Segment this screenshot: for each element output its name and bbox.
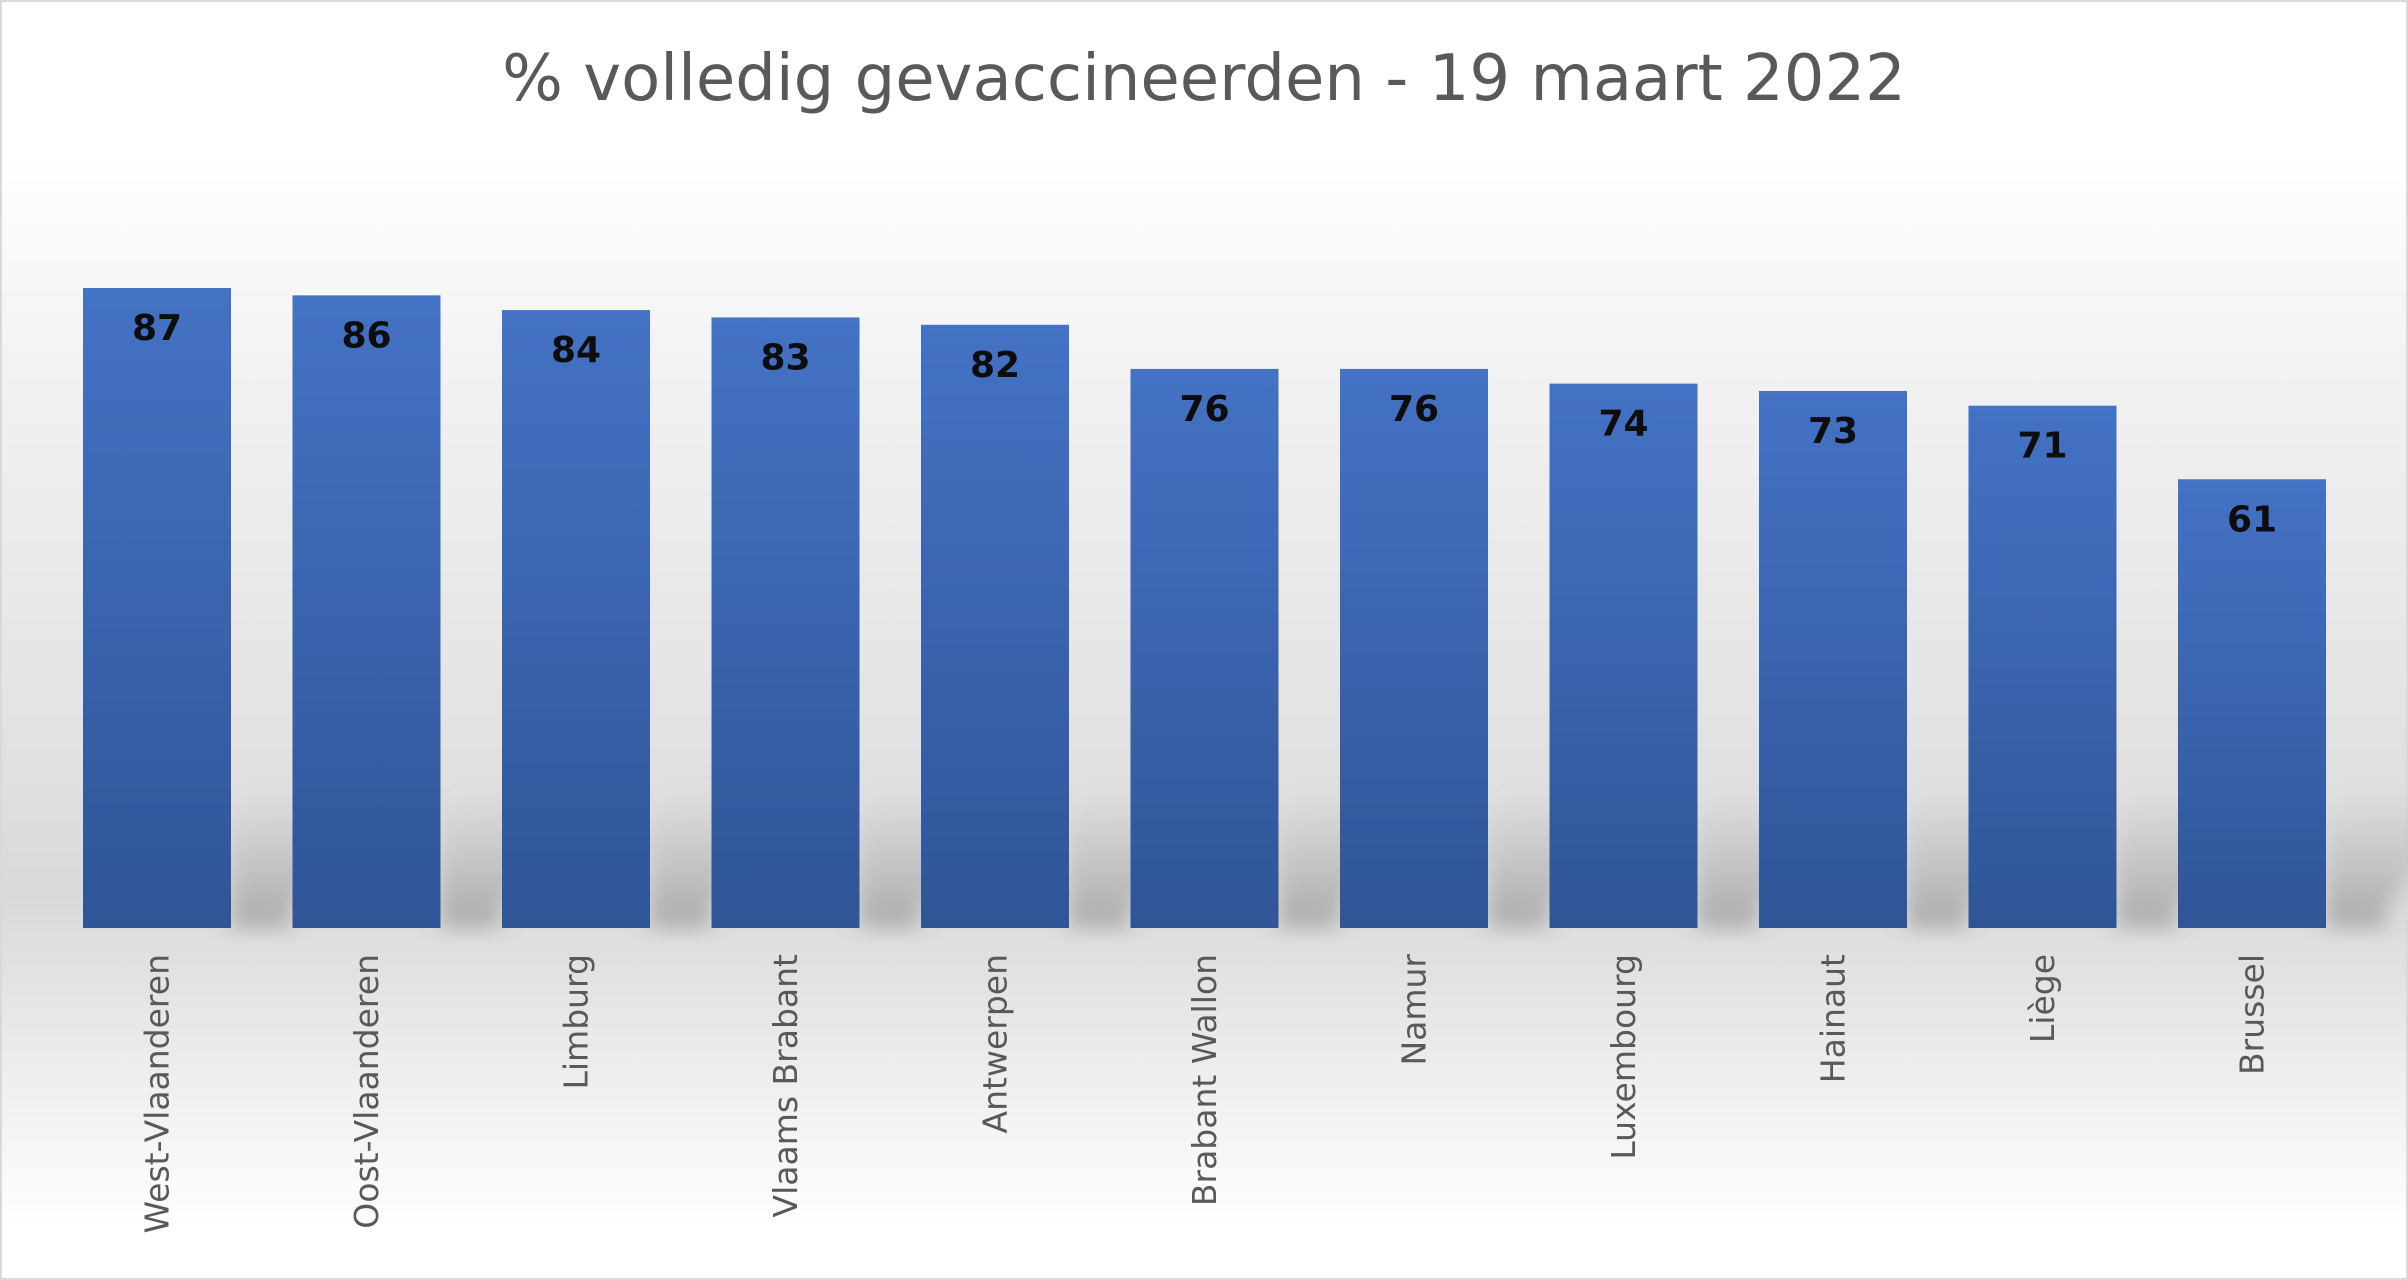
bar-li-ge[interactable]	[1968, 405, 2117, 928]
x-tick-label: Luxembourg	[1604, 954, 1643, 1160]
bar-antwerpen[interactable]	[921, 324, 1069, 928]
x-tick-label: Oost-Vlaanderen	[347, 954, 386, 1229]
data-label: 87	[132, 308, 182, 349]
bar-hainaut[interactable]	[1759, 390, 1907, 928]
bar-brabant-wallon[interactable]	[1130, 368, 1279, 928]
bar-luxembourg[interactable]	[1549, 383, 1698, 928]
data-label: 84	[551, 330, 601, 371]
bar-namur[interactable]	[1340, 368, 1488, 928]
data-label: 71	[2017, 426, 2067, 467]
data-label: 74	[1598, 404, 1648, 445]
data-label: 76	[1389, 389, 1439, 430]
bar-limburg[interactable]	[502, 310, 650, 928]
bar-brussel[interactable]	[2178, 479, 2326, 928]
chart-title: % volledig gevaccineerden - 19 maart 202…	[502, 42, 1906, 116]
data-label: 61	[2227, 499, 2277, 540]
bar-west-vlaanderen[interactable]	[83, 288, 231, 928]
x-tick-label: Antwerpen	[976, 954, 1015, 1133]
data-label: 73	[1808, 411, 1858, 452]
x-tick-label: Limburg	[557, 954, 596, 1090]
data-label: 82	[970, 345, 1020, 386]
data-label: 83	[760, 337, 810, 378]
data-label: 86	[341, 315, 391, 356]
bar-oost-vlaanderen[interactable]	[292, 295, 441, 928]
bar-shadow	[2326, 788, 2408, 928]
x-tick-label: Vlaams Brabant	[766, 954, 805, 1218]
bar-vlaams-brabant[interactable]	[711, 317, 860, 928]
x-tick-label: Brabant Wallon	[1185, 954, 1224, 1206]
x-tick-label: West-Vlaanderen	[138, 954, 177, 1234]
x-tick-label: Liège	[2023, 954, 2062, 1043]
x-tick-label: Hainaut	[1814, 954, 1853, 1083]
data-label: 76	[1179, 389, 1229, 430]
x-tick-label: Brussel	[2233, 954, 2272, 1075]
x-tick-label: Namur	[1395, 954, 1434, 1066]
